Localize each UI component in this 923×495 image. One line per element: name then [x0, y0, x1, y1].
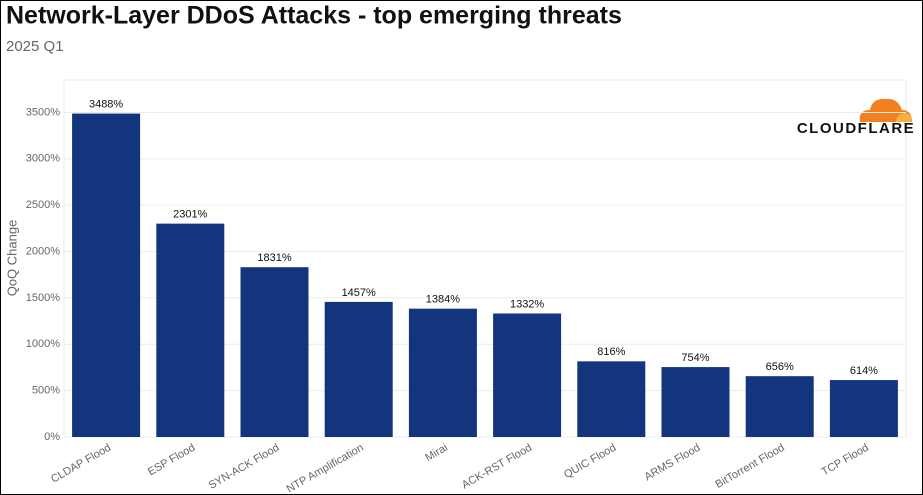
value-label: 3488% — [89, 98, 123, 110]
bar — [156, 223, 225, 437]
y-tick-label: 1000% — [26, 338, 60, 350]
value-label: 1457% — [342, 287, 376, 299]
y-tick-label: 3000% — [26, 153, 60, 165]
y-tick-label: 0% — [44, 431, 60, 443]
value-label: 1831% — [257, 252, 291, 264]
bar — [829, 380, 898, 437]
bar — [324, 301, 393, 437]
bar — [745, 376, 814, 437]
value-label: 1384% — [426, 294, 460, 306]
value-label: 656% — [766, 361, 794, 373]
bar — [661, 367, 730, 437]
value-label: 754% — [681, 352, 709, 364]
logo-text: CLOUDFLARE — [797, 120, 915, 137]
bar — [72, 113, 141, 438]
bar — [577, 361, 646, 437]
y-tick-label: 3500% — [26, 106, 60, 118]
chart-subtitle: 2025 Q1 — [6, 38, 64, 55]
logo: CLOUDFLARE — [797, 98, 915, 137]
y-tick-label: 2000% — [26, 245, 60, 257]
bar — [408, 308, 477, 437]
chart-title: Network-Layer DDoS Attacks - top emergin… — [6, 2, 622, 30]
y-tick-label: 500% — [32, 385, 60, 397]
y-tick-label: 2500% — [26, 199, 60, 211]
value-label: 1332% — [510, 298, 544, 310]
value-label: 2301% — [173, 209, 207, 221]
y-tick-label: 1500% — [26, 292, 60, 304]
value-label: 816% — [597, 346, 625, 358]
value-label: 614% — [850, 365, 878, 377]
bar — [240, 267, 309, 437]
bar — [493, 313, 562, 437]
y-axis-label: QoQ Change — [4, 220, 19, 297]
